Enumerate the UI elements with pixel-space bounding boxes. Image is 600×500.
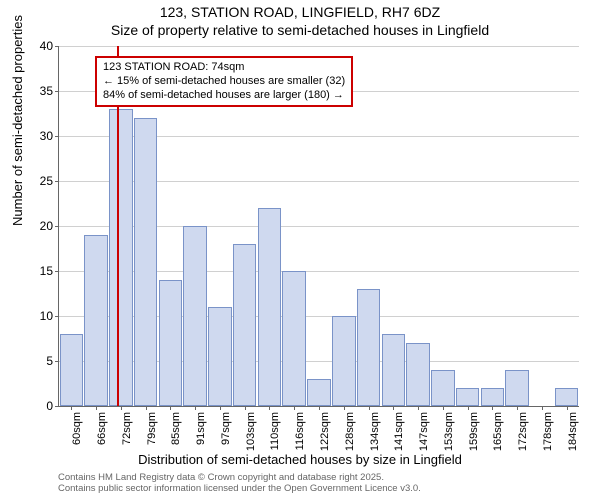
histogram-bar	[406, 343, 430, 406]
gridline	[59, 46, 579, 47]
ytick-label: 0	[46, 399, 53, 413]
xtick-mark	[567, 406, 568, 410]
xtick-label: 165sqm	[492, 412, 504, 451]
histogram-bar	[332, 316, 356, 406]
xtick-mark	[170, 406, 171, 410]
histogram-bar	[431, 370, 455, 406]
xtick-mark	[344, 406, 345, 410]
xtick-mark	[294, 406, 295, 410]
histogram-bar	[555, 388, 579, 406]
xtick-mark	[121, 406, 122, 410]
xtick-label: 97sqm	[220, 412, 232, 445]
xtick-label: 79sqm	[146, 412, 158, 445]
xtick-mark	[443, 406, 444, 410]
xtick-label: 172sqm	[517, 412, 529, 451]
xtick-label: 141sqm	[393, 412, 405, 451]
histogram-bar	[60, 334, 84, 406]
annotation-line1: 123 STATION ROAD: 74sqm	[103, 61, 345, 75]
ytick-mark	[55, 46, 59, 47]
annotation-line3: 84% of semi-detached houses are larger (…	[103, 89, 345, 103]
xtick-label: 122sqm	[319, 412, 331, 451]
xtick-mark	[369, 406, 370, 410]
annotation-box: 123 STATION ROAD: 74sqm ← 15% of semi-de…	[95, 56, 353, 107]
histogram-bar	[282, 271, 306, 406]
histogram-bar	[258, 208, 282, 406]
ytick-label: 20	[40, 219, 53, 233]
y-axis-label: Number of semi-detached properties	[10, 15, 25, 226]
ytick-label: 35	[40, 84, 53, 98]
histogram-bar	[134, 118, 158, 406]
ytick-mark	[55, 136, 59, 137]
xtick-label: 134sqm	[369, 412, 381, 451]
xtick-label: 153sqm	[443, 412, 455, 451]
histogram-bar	[84, 235, 108, 406]
xtick-mark	[492, 406, 493, 410]
ytick-mark	[55, 181, 59, 182]
xtick-mark	[195, 406, 196, 410]
xtick-label: 66sqm	[96, 412, 108, 445]
xtick-mark	[393, 406, 394, 410]
ytick-mark	[55, 91, 59, 92]
xtick-label: 72sqm	[121, 412, 133, 445]
xtick-mark	[71, 406, 72, 410]
ytick-label: 10	[40, 309, 53, 323]
xtick-mark	[146, 406, 147, 410]
xtick-mark	[220, 406, 221, 410]
ytick-label: 5	[46, 354, 53, 368]
ytick-label: 30	[40, 129, 53, 143]
ytick-label: 15	[40, 264, 53, 278]
plot-area: 051015202530354060sqm66sqm72sqm79sqm85sq…	[58, 46, 579, 407]
xtick-mark	[319, 406, 320, 410]
histogram-bar	[208, 307, 232, 406]
ytick-mark	[55, 361, 59, 362]
histogram-bar	[481, 388, 505, 406]
histogram-bar	[159, 280, 183, 406]
xtick-mark	[517, 406, 518, 410]
ytick-label: 40	[40, 39, 53, 53]
ytick-mark	[55, 226, 59, 227]
xtick-label: 184sqm	[567, 412, 579, 451]
histogram-bar	[109, 109, 133, 406]
xtick-label: 110sqm	[269, 412, 281, 450]
xtick-label: 159sqm	[468, 412, 480, 451]
xtick-label: 103sqm	[245, 412, 257, 451]
chart-title-line1: 123, STATION ROAD, LINGFIELD, RH7 6DZ	[0, 4, 600, 20]
xtick-label: 147sqm	[418, 412, 430, 451]
histogram-bar	[357, 289, 381, 406]
xtick-mark	[418, 406, 419, 410]
xtick-label: 60sqm	[71, 412, 83, 445]
ytick-mark	[55, 271, 59, 272]
xtick-mark	[468, 406, 469, 410]
histogram-bar	[382, 334, 406, 406]
histogram-bar	[307, 379, 331, 406]
ytick-label: 25	[40, 174, 53, 188]
annotation-line2: ← 15% of semi-detached houses are smalle…	[103, 75, 345, 89]
footer-line1: Contains HM Land Registry data © Crown c…	[58, 472, 421, 483]
ytick-mark	[55, 316, 59, 317]
ytick-mark	[55, 406, 59, 407]
histogram-bar	[456, 388, 480, 406]
xtick-mark	[269, 406, 270, 410]
x-axis-label: Distribution of semi-detached houses by …	[0, 452, 600, 467]
histogram-bar	[233, 244, 257, 406]
xtick-mark	[245, 406, 246, 410]
chart-container: 123, STATION ROAD, LINGFIELD, RH7 6DZ Si…	[0, 0, 600, 500]
xtick-mark	[542, 406, 543, 410]
xtick-label: 128sqm	[344, 412, 356, 451]
xtick-mark	[96, 406, 97, 410]
footer-line2: Contains public sector information licen…	[58, 483, 421, 494]
xtick-label: 178sqm	[542, 412, 554, 451]
histogram-bar	[183, 226, 207, 406]
xtick-label: 91sqm	[195, 412, 207, 445]
xtick-label: 116sqm	[294, 412, 306, 450]
footer-credits: Contains HM Land Registry data © Crown c…	[58, 472, 421, 495]
chart-title-line2: Size of property relative to semi-detach…	[0, 22, 600, 38]
xtick-label: 85sqm	[170, 412, 182, 445]
histogram-bar	[505, 370, 529, 406]
